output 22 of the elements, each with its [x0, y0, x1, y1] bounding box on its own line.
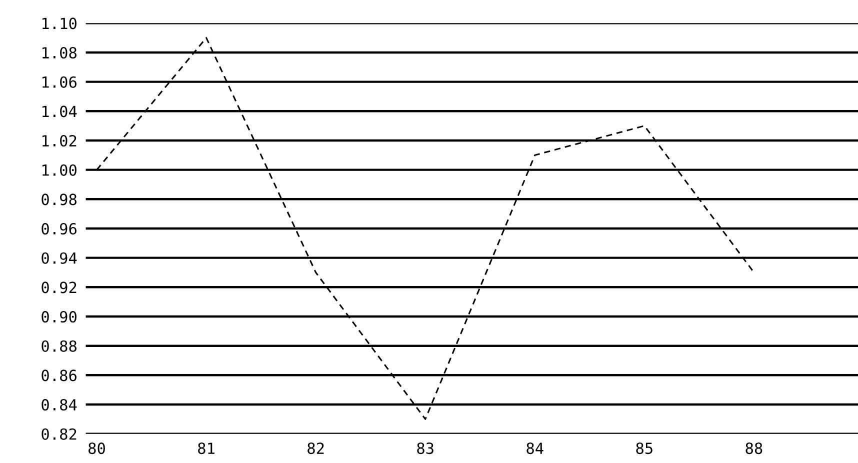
y-tick-label: 0.94 [42, 252, 77, 264]
y-tick-label: 1.10 [42, 18, 76, 30]
x-tick-label: 80 [88, 442, 105, 454]
y-tick-label: 0.88 [42, 340, 76, 352]
y-tick-label: 0.82 [42, 428, 76, 440]
y-tick-label: 0.98 [42, 194, 76, 206]
y-tick-label: 1.02 [42, 134, 76, 147]
y-tick-label: 1.00 [42, 164, 76, 176]
y-tick-label: 1.06 [42, 76, 76, 88]
x-tick-label: 88 [746, 442, 762, 454]
x-tick-label: 84 [526, 442, 544, 454]
x-tick-label: 81 [198, 442, 214, 454]
y-tick-label: 0.96 [42, 222, 76, 235]
y-tick-label: 0.84 [42, 399, 77, 411]
y-tick-label: 1.04 [42, 106, 77, 118]
x-tick-label: 82 [308, 442, 324, 454]
y-tick-label: 1.08 [42, 46, 76, 59]
x-tick-label: 85 [636, 442, 652, 454]
y-tick-label: 0.92 [42, 282, 76, 294]
y-tick-label: 0.90 [42, 311, 76, 323]
x-tick-label: 83 [417, 442, 434, 454]
y-tick-label: 0.86 [42, 370, 76, 382]
